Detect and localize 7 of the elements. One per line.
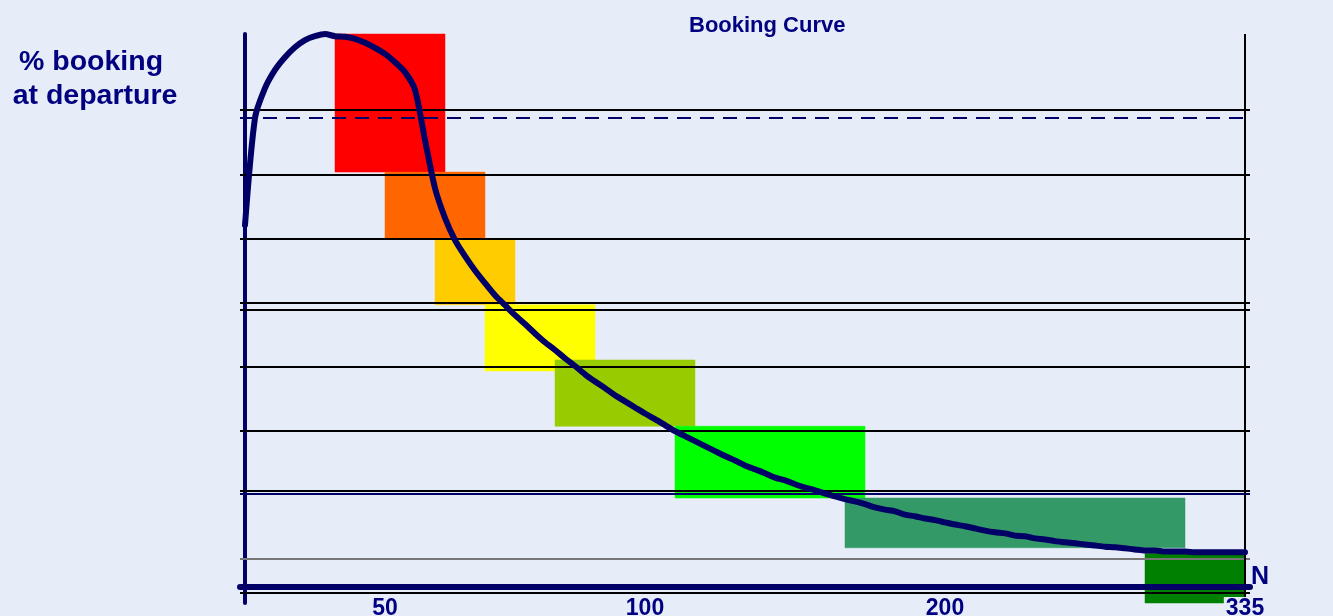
x-tick-label: 100 — [625, 594, 665, 616]
x-tick-label: 200 — [925, 594, 965, 616]
y-axis-title: % booking at departure — [12, 44, 178, 110]
x-tick-label: 50 — [372, 594, 398, 616]
chart-title: Booking Curve — [689, 11, 846, 37]
annotation: N — [1251, 561, 1270, 590]
x-tick-label: 335 — [1225, 594, 1265, 616]
